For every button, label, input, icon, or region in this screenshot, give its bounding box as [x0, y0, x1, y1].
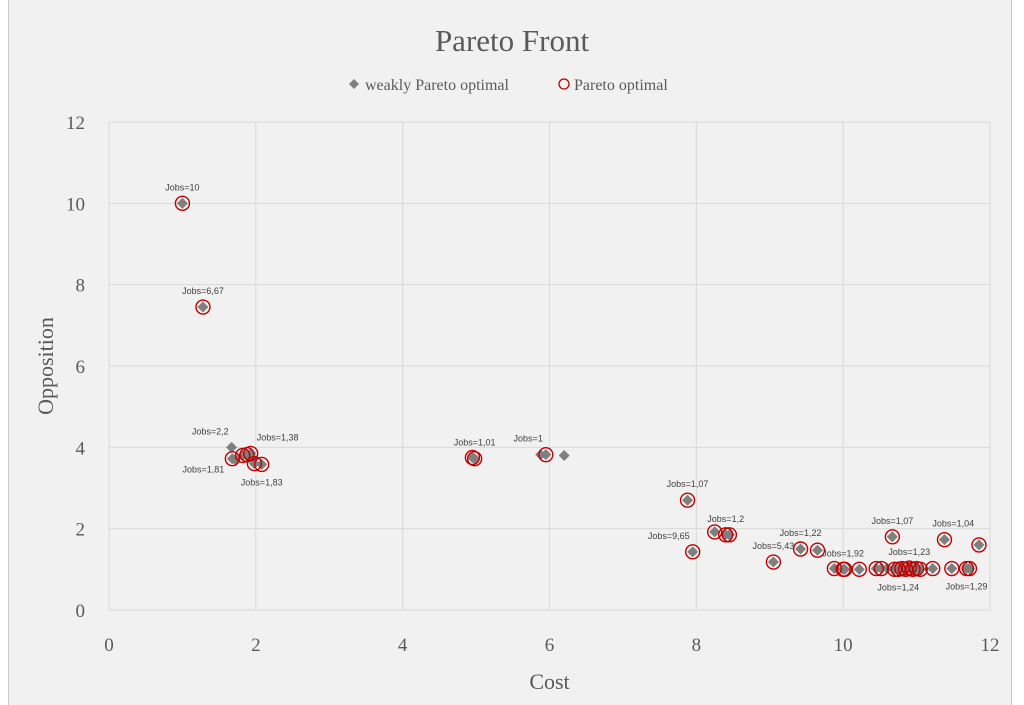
data-label: Jobs=1,07: [871, 516, 913, 526]
weakly-pareto-point: [973, 539, 985, 551]
chart-title: Pareto Front: [435, 23, 590, 58]
y-tick-label: 12: [66, 113, 85, 134]
series-weakly-pareto-optimal: [176, 197, 985, 575]
legend-marker-circle: [558, 78, 570, 90]
pareto-optimal-point: [174, 195, 191, 212]
y-tick-label: 6: [76, 357, 86, 378]
data-label: Jobs=1,23: [888, 547, 930, 557]
x-tick-label: 8: [692, 635, 702, 656]
x-tick-label: 6: [545, 635, 555, 656]
pareto-optimal-point: [242, 445, 259, 462]
weakly-pareto-point: [226, 441, 238, 453]
data-label: Jobs=5,43: [753, 541, 795, 551]
y-tick-label: 0: [76, 601, 86, 622]
weakly-pareto-point: [709, 526, 721, 538]
pareto-optimal-point: [851, 561, 868, 578]
y-tick-label: 4: [76, 438, 86, 459]
pareto-optimal-point: [721, 527, 738, 543]
data-label: Jobs=1,01: [454, 438, 496, 448]
legend-marker-diamond: [349, 79, 359, 89]
data-label: Jobs=1,83: [241, 477, 283, 487]
pareto-optimal-point: [684, 544, 701, 560]
data-label: Jobs=1,07: [667, 479, 709, 489]
chart-frame: Pareto Front weakly Pareto optimal Paret…: [8, 0, 1012, 705]
pareto-optimal-point: [971, 537, 987, 553]
data-label: Jobs=10: [165, 182, 199, 192]
pareto-optimal-point: [765, 554, 782, 570]
data-label: Jobs=1,38: [257, 432, 299, 442]
data-label: Jobs=1,92: [822, 548, 864, 558]
y-axis-title: Opposition: [33, 317, 58, 415]
pareto-optimal-point: [466, 451, 483, 467]
pareto-optimal-point: [884, 529, 901, 545]
pareto-scatter-chart: Pareto Front weakly Pareto optimal Paret…: [33, 23, 1000, 694]
pareto-optimal-point: [868, 560, 884, 577]
data-label: Jobs=1,81: [183, 465, 225, 475]
data-label: Jobs=6,67: [182, 286, 224, 296]
data-label: Jobs=1,04: [932, 519, 974, 529]
y-tick-label: 2: [76, 520, 86, 541]
weakly-pareto-point: [176, 197, 188, 209]
weakly-pareto-point: [687, 546, 699, 558]
legend-label-pareto: Pareto optimal: [574, 77, 668, 94]
pareto-optimal-point: [538, 446, 554, 463]
weakly-pareto-point: [767, 556, 779, 568]
pareto-optimal-point: [809, 542, 826, 558]
pareto-optimal-point: [706, 524, 723, 540]
data-label: Jobs=1,29: [946, 582, 988, 592]
weakly-pareto-point: [963, 563, 975, 575]
pareto-optimal-point: [792, 541, 809, 557]
x-tick-label: 12: [981, 635, 1000, 656]
x-tick-label: 0: [104, 635, 114, 656]
pareto-optimal-point: [718, 527, 734, 543]
pareto-optimal-point: [254, 456, 270, 473]
data-label: Jobs=1,22: [780, 528, 822, 538]
series-pareto-optimal: [174, 195, 987, 578]
pareto-optimal-point: [464, 449, 481, 466]
weakly-pareto-point: [853, 563, 865, 575]
data-label: Jobs=2,2: [192, 426, 229, 436]
pareto-optimal-point: [246, 455, 263, 472]
weakly-pareto-point: [927, 563, 939, 575]
weakly-pareto-point: [682, 494, 694, 506]
pareto-optimal-point: [826, 560, 843, 577]
y-tick-label: 10: [66, 194, 85, 215]
pareto-optimal-point: [224, 451, 241, 467]
x-tick-label: 2: [251, 635, 261, 656]
x-axis-title: Cost: [529, 669, 569, 694]
data-label: Jobs=1,24: [877, 582, 919, 592]
tick-labels: 0 2 4 6 8 10 12 0 2 4 6 8 10 12: [66, 113, 1000, 656]
pareto-optimal-point: [936, 531, 953, 548]
weakly-pareto-point: [946, 563, 958, 575]
gridlines: [108, 121, 991, 611]
x-tick-label: 4: [398, 635, 408, 656]
weakly-pareto-point: [875, 563, 887, 575]
legend-label-weakly-pareto: weakly Pareto optimal: [365, 77, 510, 94]
weakly-pareto-point: [197, 301, 209, 313]
data-label: Jobs=1,2: [707, 514, 744, 524]
weakly-pareto-point: [540, 449, 552, 461]
pareto-optimal-point: [886, 561, 903, 578]
pareto-optimal-point: [679, 492, 696, 508]
pareto-optimal-point: [961, 560, 978, 577]
y-tick-label: 8: [76, 276, 86, 297]
legend: weakly Pareto optimal Pareto optimal: [349, 77, 668, 94]
weakly-pareto-point: [795, 543, 807, 555]
weakly-pareto-point: [811, 544, 823, 556]
weakly-pareto-point: [558, 449, 570, 461]
pareto-optimal-point: [912, 561, 928, 578]
weakly-pareto-point: [886, 531, 898, 543]
data-label: Jobs=9,65: [648, 531, 690, 541]
weakly-pareto-point: [839, 563, 851, 575]
pareto-optimal-point: [195, 299, 211, 315]
data-labels: Jobs=10 Jobs=6,67 Jobs=2,2 Jobs=1,38 Jobs=1,…: [165, 182, 987, 592]
pareto-optimal-point: [873, 560, 890, 577]
x-tick-label: 10: [834, 635, 853, 656]
pareto-optimal-point: [925, 560, 941, 577]
data-label: Jobs=1: [514, 434, 543, 444]
weakly-pareto-point: [938, 534, 950, 546]
